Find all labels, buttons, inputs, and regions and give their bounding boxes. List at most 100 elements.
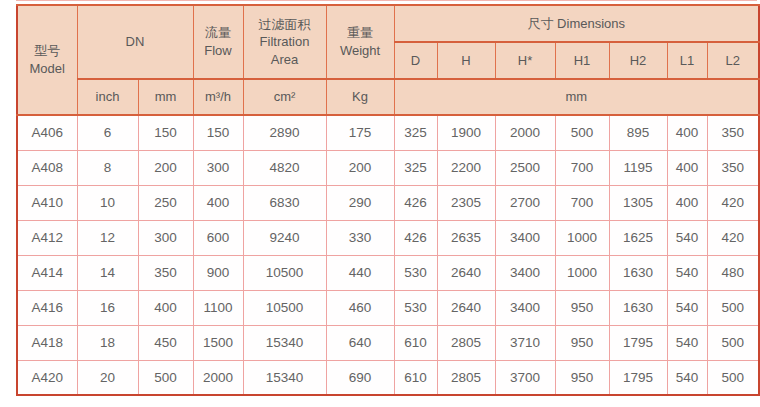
value-cell: 2805	[437, 325, 495, 360]
value-cell: 2305	[437, 185, 495, 220]
value-cell: 610	[394, 360, 437, 395]
value-cell: 2635	[437, 220, 495, 255]
page: 型号 Model DN 流量 Flow 过滤面积 Filtration Area…	[0, 0, 760, 407]
value-cell: 500	[138, 360, 193, 395]
table-row: A412 12 300 600 9240 330 426 2635 3400 1…	[17, 220, 759, 255]
unit-dimensions-mm: mm	[394, 79, 759, 115]
value-cell: 400	[667, 150, 707, 185]
value-cell: 1305	[609, 185, 667, 220]
value-cell: 450	[138, 325, 193, 360]
header-row-units: inch mm m³/h cm² Kg mm	[17, 79, 759, 115]
model-cell: A412	[17, 220, 77, 255]
table-row: A414 14 350 900 10500 440 530 2640 3400 …	[17, 255, 759, 290]
value-cell: 10500	[243, 290, 326, 325]
value-cell: 325	[394, 115, 437, 150]
value-cell: 175	[326, 115, 394, 150]
value-cell: 500	[707, 360, 759, 395]
value-cell: 12	[77, 220, 138, 255]
value-cell: 640	[326, 325, 394, 360]
value-cell: 14	[77, 255, 138, 290]
model-cell: A418	[17, 325, 77, 360]
value-cell: 1195	[609, 150, 667, 185]
value-cell: 10	[77, 185, 138, 220]
value-cell: 300	[193, 150, 243, 185]
value-cell: 2700	[495, 185, 555, 220]
value-cell: 1100	[193, 290, 243, 325]
value-cell: 480	[707, 255, 759, 290]
value-cell: 3400	[495, 255, 555, 290]
value-cell: 1795	[609, 360, 667, 395]
value-cell: 3400	[495, 220, 555, 255]
value-cell: 530	[394, 290, 437, 325]
value-cell: 1795	[609, 325, 667, 360]
model-cell: A414	[17, 255, 77, 290]
model-cell: A416	[17, 290, 77, 325]
col-header-filtration-area: 过滤面积 Filtration Area	[243, 5, 326, 79]
value-cell: 350	[707, 150, 759, 185]
value-cell: 895	[609, 115, 667, 150]
value-cell: 400	[138, 290, 193, 325]
value-cell: 3700	[495, 360, 555, 395]
value-cell: 325	[394, 150, 437, 185]
unit-flow: m³/h	[193, 79, 243, 115]
col-header-h1: H1	[555, 42, 609, 79]
col-header-flow: 流量 Flow	[193, 5, 243, 79]
value-cell: 400	[667, 185, 707, 220]
value-cell: 3710	[495, 325, 555, 360]
unit-weight: Kg	[326, 79, 394, 115]
value-cell: 950	[555, 325, 609, 360]
model-cell: A410	[17, 185, 77, 220]
value-cell: 9240	[243, 220, 326, 255]
value-cell: 16	[77, 290, 138, 325]
value-cell: 200	[326, 150, 394, 185]
value-cell: 426	[394, 220, 437, 255]
table-row: A420 20 500 2000 15340 690 610 2805 3700…	[17, 360, 759, 395]
col-header-dimensions: 尺寸 Dimensions	[394, 5, 759, 42]
value-cell: 400	[667, 115, 707, 150]
value-cell: 400	[193, 185, 243, 220]
value-cell: 700	[555, 185, 609, 220]
col-header-weight: 重量 Weight	[326, 5, 394, 79]
value-cell: 150	[138, 115, 193, 150]
value-cell: 6	[77, 115, 138, 150]
value-cell: 2000	[193, 360, 243, 395]
table-row: A410 10 250 400 6830 290 426 2305 2700 7…	[17, 185, 759, 220]
value-cell: 1630	[609, 255, 667, 290]
value-cell: 200	[138, 150, 193, 185]
value-cell: 690	[326, 360, 394, 395]
value-cell: 2500	[495, 150, 555, 185]
value-cell: 1000	[555, 220, 609, 255]
top-divider-line	[16, 0, 757, 1]
value-cell: 530	[394, 255, 437, 290]
value-cell: 500	[707, 290, 759, 325]
value-cell: 10500	[243, 255, 326, 290]
value-cell: 540	[667, 325, 707, 360]
value-cell: 540	[667, 290, 707, 325]
value-cell: 2805	[437, 360, 495, 395]
value-cell: 8	[77, 150, 138, 185]
value-cell: 1900	[437, 115, 495, 150]
value-cell: 420	[707, 220, 759, 255]
table-row: A406 6 150 150 2890 175 325 1900 2000 50…	[17, 115, 759, 150]
value-cell: 290	[326, 185, 394, 220]
value-cell: 600	[193, 220, 243, 255]
model-cell: A420	[17, 360, 77, 395]
value-cell: 330	[326, 220, 394, 255]
table-body: A406 6 150 150 2890 175 325 1900 2000 50…	[17, 115, 759, 395]
value-cell: 950	[555, 360, 609, 395]
col-header-l2: L2	[707, 42, 759, 79]
value-cell: 1500	[193, 325, 243, 360]
table-row: A416 16 400 1100 10500 460 530 2640 3400…	[17, 290, 759, 325]
value-cell: 900	[193, 255, 243, 290]
col-header-h-star: H*	[495, 42, 555, 79]
unit-inch: inch	[77, 79, 138, 115]
value-cell: 6830	[243, 185, 326, 220]
unit-area: cm²	[243, 79, 326, 115]
value-cell: 18	[77, 325, 138, 360]
value-cell: 2200	[437, 150, 495, 185]
value-cell: 3400	[495, 290, 555, 325]
value-cell: 15340	[243, 325, 326, 360]
col-header-h: H	[437, 42, 495, 79]
value-cell: 500	[707, 325, 759, 360]
value-cell: 15340	[243, 360, 326, 395]
